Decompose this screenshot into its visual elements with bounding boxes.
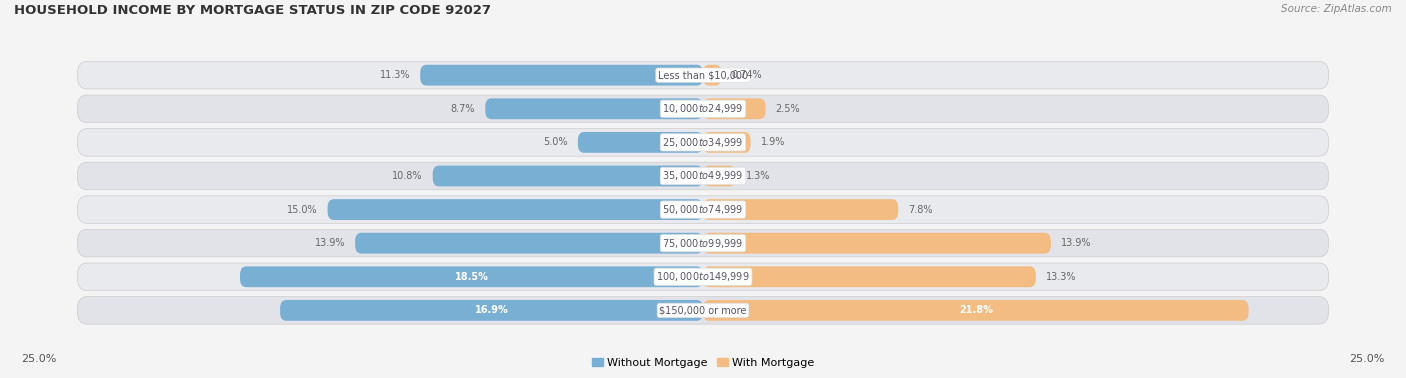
Text: 13.9%: 13.9% <box>1062 238 1091 248</box>
FancyBboxPatch shape <box>77 263 1329 291</box>
Text: 25.0%: 25.0% <box>1350 354 1385 364</box>
FancyBboxPatch shape <box>703 266 1036 287</box>
Text: 13.9%: 13.9% <box>315 238 344 248</box>
Text: $10,000 to $24,999: $10,000 to $24,999 <box>662 102 744 115</box>
Text: Less than $10,000: Less than $10,000 <box>658 70 748 80</box>
FancyBboxPatch shape <box>328 199 703 220</box>
Text: 5.0%: 5.0% <box>543 137 568 147</box>
FancyBboxPatch shape <box>703 98 765 119</box>
FancyBboxPatch shape <box>703 132 751 153</box>
Text: 25.0%: 25.0% <box>21 354 56 364</box>
FancyBboxPatch shape <box>77 229 1329 257</box>
Text: $100,000 to $149,999: $100,000 to $149,999 <box>657 270 749 283</box>
FancyBboxPatch shape <box>240 266 703 287</box>
FancyBboxPatch shape <box>485 98 703 119</box>
FancyBboxPatch shape <box>420 65 703 85</box>
Text: 11.3%: 11.3% <box>380 70 411 80</box>
Text: 10.8%: 10.8% <box>392 171 423 181</box>
Text: 7.8%: 7.8% <box>908 204 932 215</box>
FancyBboxPatch shape <box>703 166 735 186</box>
FancyBboxPatch shape <box>356 233 703 254</box>
FancyBboxPatch shape <box>433 166 703 186</box>
Text: 18.5%: 18.5% <box>454 272 488 282</box>
FancyBboxPatch shape <box>703 300 1249 321</box>
FancyBboxPatch shape <box>703 65 721 85</box>
Text: Source: ZipAtlas.com: Source: ZipAtlas.com <box>1281 4 1392 14</box>
Text: 8.7%: 8.7% <box>451 104 475 114</box>
FancyBboxPatch shape <box>280 300 703 321</box>
Text: 13.3%: 13.3% <box>1046 272 1077 282</box>
Text: 2.5%: 2.5% <box>776 104 800 114</box>
FancyBboxPatch shape <box>703 199 898 220</box>
FancyBboxPatch shape <box>77 95 1329 122</box>
Text: 1.9%: 1.9% <box>761 137 785 147</box>
Text: $150,000 or more: $150,000 or more <box>659 305 747 315</box>
Text: $75,000 to $99,999: $75,000 to $99,999 <box>662 237 744 250</box>
Text: HOUSEHOLD INCOME BY MORTGAGE STATUS IN ZIP CODE 92027: HOUSEHOLD INCOME BY MORTGAGE STATUS IN Z… <box>14 4 491 17</box>
Text: 16.9%: 16.9% <box>475 305 509 315</box>
Text: $50,000 to $74,999: $50,000 to $74,999 <box>662 203 744 216</box>
Text: 1.3%: 1.3% <box>745 171 770 181</box>
Text: 21.8%: 21.8% <box>959 305 993 315</box>
Text: 0.74%: 0.74% <box>731 70 762 80</box>
FancyBboxPatch shape <box>77 129 1329 156</box>
Legend: Without Mortgage, With Mortgage: Without Mortgage, With Mortgage <box>588 353 818 372</box>
FancyBboxPatch shape <box>703 233 1050 254</box>
Text: $25,000 to $34,999: $25,000 to $34,999 <box>662 136 744 149</box>
Text: $35,000 to $49,999: $35,000 to $49,999 <box>662 169 744 183</box>
FancyBboxPatch shape <box>77 162 1329 190</box>
FancyBboxPatch shape <box>77 61 1329 89</box>
FancyBboxPatch shape <box>578 132 703 153</box>
FancyBboxPatch shape <box>77 196 1329 223</box>
FancyBboxPatch shape <box>77 297 1329 324</box>
Text: 15.0%: 15.0% <box>287 204 318 215</box>
